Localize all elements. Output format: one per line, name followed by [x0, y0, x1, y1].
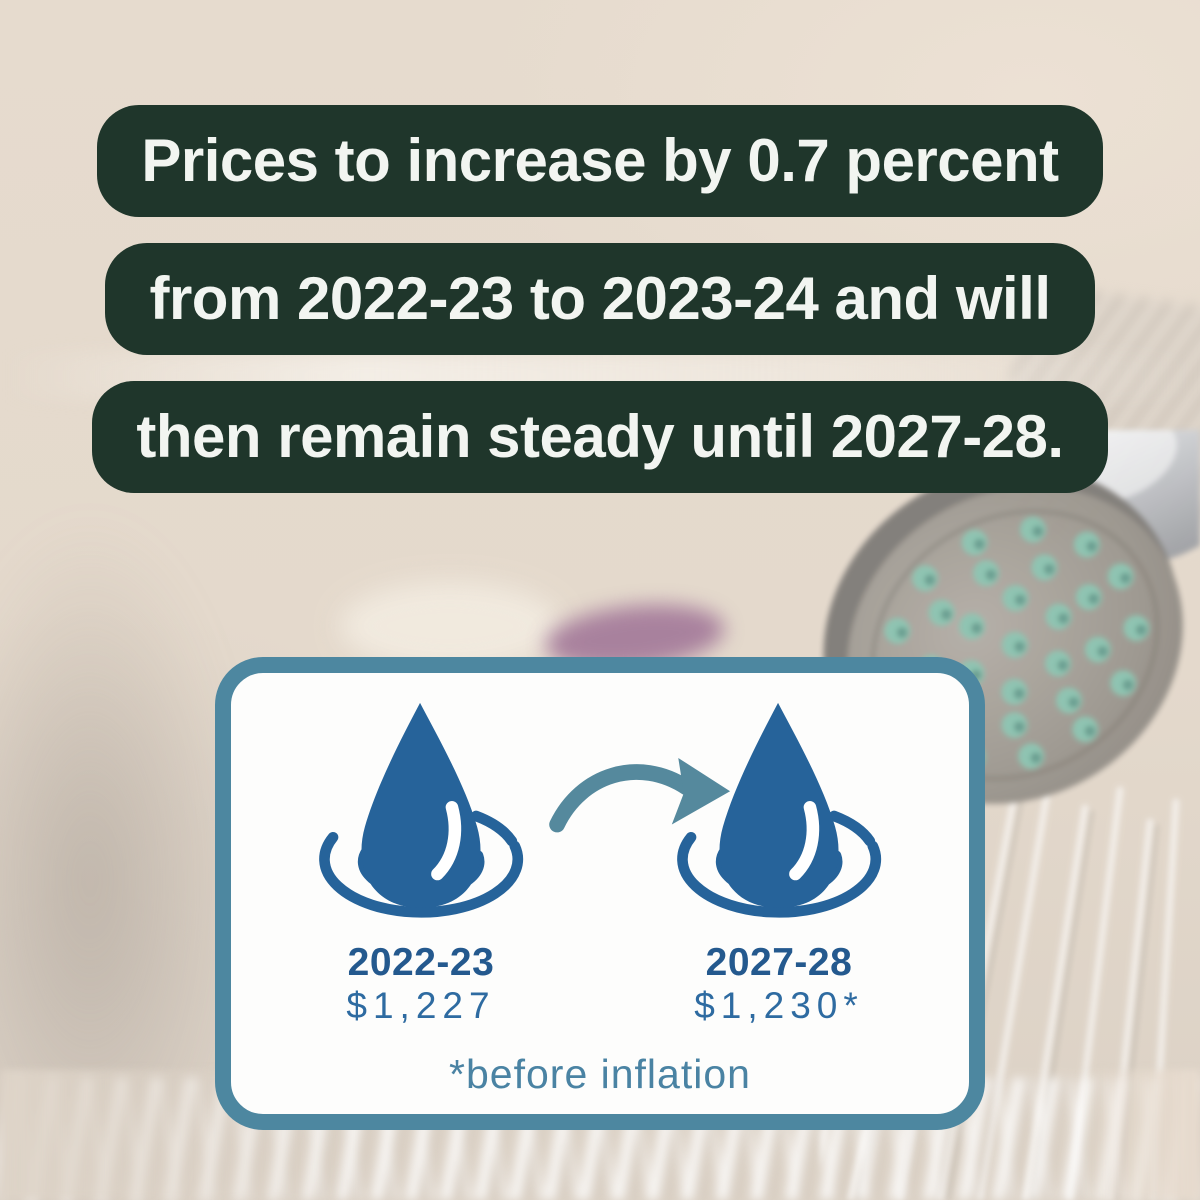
- footnote: *before inflation: [449, 1051, 751, 1097]
- headline-line-2: from 2022-23 to 2023-24 and will: [149, 265, 1051, 332]
- water-fade-right: [1080, 1070, 1200, 1200]
- start-price-value: $1,227: [346, 984, 496, 1026]
- end-price-value: $1,230*: [694, 984, 864, 1026]
- start-period-label: 2022-23: [347, 941, 495, 984]
- end-column: 2027-28 $1,230*: [589, 695, 969, 1028]
- start-column: 2022-23 $1,227: [231, 695, 611, 1028]
- headline-line-3: then remain steady until 2027-28.: [136, 403, 1064, 470]
- headline-pill-1: Prices to increase by 0.7 percent: [97, 105, 1103, 217]
- soap-bar-blur: [340, 582, 560, 670]
- headline-pill-2: from 2022-23 to 2023-24 and will: [105, 243, 1095, 355]
- headline: Prices to increase by 0.7 percent from 2…: [0, 105, 1200, 493]
- price-comparison-card: 2022-23 $1,227 2027-28 $1,230* *before i…: [215, 657, 985, 1130]
- end-period-label: 2027-28: [705, 941, 853, 984]
- water-drop-ripple-icon: [677, 702, 882, 918]
- water-drop-ripple-icon: [319, 702, 524, 918]
- headline-pill-3: then remain steady until 2027-28.: [92, 381, 1108, 493]
- transition-arrow-icon: [549, 757, 731, 833]
- headline-line-1: Prices to increase by 0.7 percent: [141, 127, 1059, 194]
